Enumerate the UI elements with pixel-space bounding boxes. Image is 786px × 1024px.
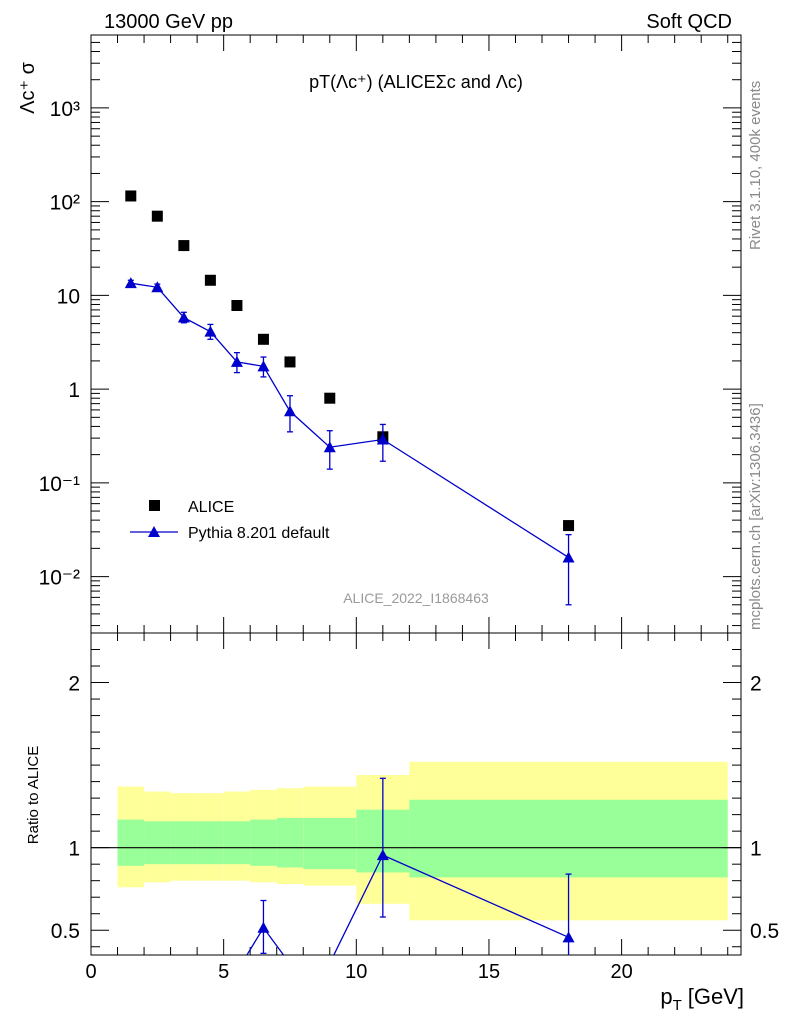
legend-marker-pythia <box>148 526 160 537</box>
ratio-pythia-line <box>246 854 569 955</box>
band-inner-7 <box>303 817 357 870</box>
ratio-pythia-point <box>284 958 296 969</box>
legend-marker-alice <box>149 500 160 511</box>
ratio-pythia-point <box>231 966 243 977</box>
band-inner-0 <box>117 819 145 866</box>
upper-y-tick-label: 1 <box>68 379 80 402</box>
ratio-pythia-point <box>151 978 163 989</box>
ratio-pythia-point <box>376 849 389 861</box>
band-inner-3 <box>197 821 224 865</box>
x-axis-label: pT [GeV] <box>660 984 744 1014</box>
upper-y-tick-label: 10⁻¹ <box>39 473 80 496</box>
plot-title: pT(Λc⁺) (ALICEΣc and Λc) <box>309 72 523 92</box>
upper-y-tick-label: 10 <box>57 285 80 308</box>
alice-point <box>257 333 269 345</box>
reference-label: ALICE_2022_I1868463 <box>343 590 489 606</box>
upper-y-tick-label: 10⁻² <box>39 567 80 590</box>
band-inner-5 <box>250 819 277 866</box>
ratio-y-axis-label: Ratio to ALICE <box>25 746 42 844</box>
pythia-point <box>124 277 137 289</box>
legend-label-alice: ALICE <box>188 499 234 516</box>
alice-point <box>231 300 243 312</box>
pythia-point <box>230 355 243 367</box>
x-tick-label: 15 <box>478 961 500 983</box>
band-inner-1 <box>144 821 171 865</box>
alice-point <box>178 240 190 252</box>
ratio-pythia-point <box>178 979 190 990</box>
pythia-point <box>376 433 389 445</box>
pythia-point <box>323 441 336 453</box>
header-energy: 13000 GeV pp <box>104 11 233 33</box>
ratio-pythia-point <box>125 987 137 998</box>
band-inner-4 <box>223 821 251 865</box>
x-tick-label: 0 <box>85 961 96 983</box>
ratio-y-tick-label: 0.5 <box>51 920 80 943</box>
ratio-pythia-point <box>257 921 270 933</box>
ratio-y-tick-label: 2 <box>68 673 80 696</box>
ratio-pythia-point <box>562 931 575 943</box>
legend-label-pythia: Pythia 8.201 default <box>188 525 330 542</box>
alice-point <box>324 392 336 404</box>
header-category: Soft QCD <box>646 11 732 33</box>
alice-point <box>563 520 575 532</box>
ratio-y-tick-label-right: 1 <box>750 838 762 861</box>
ratio-uncertainty-bands <box>117 761 728 921</box>
x-axis-label-unit: [GeV] <box>688 984 744 1009</box>
x-tick-label: 5 <box>218 961 229 983</box>
x-tick-label: 20 <box>610 961 632 983</box>
legend: ALICE Pythia 8.201 default <box>130 499 330 542</box>
band-inner-9 <box>409 799 728 878</box>
upper-y-tick-label: 10³ <box>50 98 80 121</box>
alice-point <box>204 274 216 286</box>
band-inner-2 <box>170 821 198 865</box>
x-axis-label-sub: T <box>673 997 682 1014</box>
ratio-pythia-point <box>324 957 336 968</box>
mcplots-label: mcplots.cern.ch [arXiv:1306.3436] <box>747 403 764 630</box>
x-tick-label: 10 <box>345 961 367 983</box>
upper-y-axis-label: Λc⁺ σ <box>17 61 39 113</box>
pythia-point <box>151 281 164 293</box>
rivet-label: Rivet 3.1.10, 400k events <box>747 81 764 250</box>
ratio-plot-frame <box>90 632 742 956</box>
x-axis-label-main: p <box>660 984 672 1009</box>
ratio-pythia-point <box>204 960 216 971</box>
ratio-y-tick-label: 1 <box>68 838 80 861</box>
alice-point <box>284 356 296 368</box>
upper-y-tick-label: 10² <box>50 192 80 215</box>
pythia-point <box>257 360 270 372</box>
ratio-y-tick-label-right: 0.5 <box>750 920 779 943</box>
pythia-point <box>204 325 217 337</box>
pythia-point <box>562 551 575 563</box>
ratio-y-tick-label-right: 2 <box>750 673 762 696</box>
pythia-point <box>177 311 190 323</box>
pythia-line <box>130 282 569 558</box>
upper-plot-frame <box>90 34 742 634</box>
alice-point <box>125 190 137 202</box>
pythia-point <box>283 405 296 417</box>
band-inner-6 <box>276 817 304 868</box>
alice-point <box>151 210 163 222</box>
